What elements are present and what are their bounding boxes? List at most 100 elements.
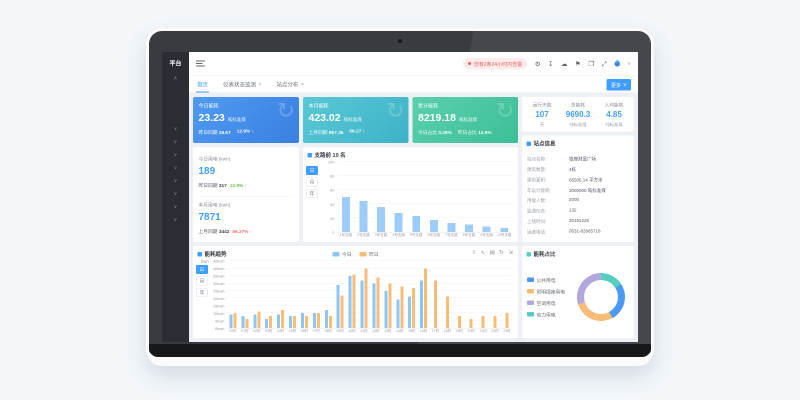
sidebar-item-4[interactable]: ∨: [173, 165, 178, 171]
sidebar-item-2[interactable]: ∨: [173, 139, 178, 145]
summary-stats-panel: 运行天数 107 天 总能耗 9690.3 吨标准煤 人均能耗 4.85 吨标准煤: [522, 97, 634, 132]
bar-8号支路: [465, 224, 473, 232]
x-label: 08时: [324, 329, 332, 334]
tab-2[interactable]: 仪表状态监测 ×: [222, 81, 262, 93]
x-label: 05时: [288, 329, 297, 334]
recycle-arrows-icon: ↻: [495, 98, 514, 123]
x-label: 09时: [336, 329, 344, 334]
branch-bars: [337, 162, 513, 232]
tab-3[interactable]: 站点分布 ×: [275, 81, 304, 93]
flag-icon[interactable]: ⚑: [574, 59, 581, 68]
download-icon[interactable]: ↧: [548, 59, 554, 68]
tab-close-icon[interactable]: ×: [300, 81, 304, 88]
bar-今日-00时: [229, 314, 233, 328]
tab-close-icon[interactable]: ×: [258, 81, 262, 88]
bar-chart-icon[interactable]: ▤: [489, 249, 495, 256]
sidebar-item-8[interactable]: ∨: [173, 217, 178, 223]
period-button-日[interactable]: 日: [196, 265, 208, 274]
line-chart-icon[interactable]: ∿: [480, 249, 486, 256]
period-button-日[interactable]: 日: [306, 166, 318, 175]
cloud-icon[interactable]: ☁: [560, 59, 568, 68]
legend-label: 照明插座用电: [536, 289, 566, 295]
bar-4号支路: [394, 213, 403, 232]
gridline: [227, 267, 513, 269]
site-info-value: 20191225: [569, 218, 590, 224]
right-column: 运行天数 107 天 总能耗 9690.3 吨标准煤 人均能耗 4.85 吨标准煤 站点信息 站…: [522, 97, 634, 338]
sidebar-item-1[interactable]: ∨: [173, 126, 178, 132]
gridline: [227, 275, 513, 276]
chevron-down-icon[interactable]: ∨: [627, 60, 631, 67]
period-button-月[interactable]: 月: [196, 276, 208, 286]
water-drop-logo-icon[interactable]: [613, 59, 621, 68]
stat-card-1[interactable]: 今日能耗 23.23 吨标准煤 昨日同期 26.67 12.9% ↓ ↻: [193, 97, 299, 143]
alert-dot-icon: [467, 62, 471, 65]
energy-trend-title-text: 能耗趋势: [204, 251, 227, 258]
gridline: [337, 189, 513, 190]
legend-swatch: [527, 289, 534, 294]
period-button-月[interactable]: 月: [306, 177, 318, 187]
donut-legend-item[interactable]: 空调用电: [527, 299, 577, 306]
donut-body: 公共用电照明插座用电空调用电动力用电: [522, 260, 634, 338]
x-label: 3号支路: [374, 233, 388, 238]
donut-legend-item[interactable]: 公共用电: [527, 276, 577, 283]
card-value: 23.23 吨标准煤: [199, 112, 294, 124]
header-icons: ⚙ ↧ ☁ ⚑ ❐ ⤢: [535, 60, 607, 67]
gear-icon[interactable]: ⚙: [534, 59, 541, 68]
stat-card-2[interactable]: 本月能耗 423.02 吨标准煤 上月同期 967.35 56.27 ↓ ↻: [303, 97, 409, 143]
bar-昨日-09时: [340, 295, 344, 328]
bar-昨日-19时: [457, 316, 461, 328]
legend-label: 今日: [341, 252, 352, 258]
x-label: 12时: [372, 329, 380, 334]
bar-昨日-23时: [505, 313, 509, 328]
legend-swatch: [332, 251, 340, 257]
bar-今日-04时: [277, 314, 281, 328]
sidebar-item-7[interactable]: ∨: [173, 204, 178, 210]
branch-bar-slot: [495, 162, 513, 232]
usage-value: 189: [198, 165, 216, 177]
donut-legend-item[interactable]: 照明插座用电: [527, 288, 577, 295]
sidebar-item-6[interactable]: ∨: [173, 191, 178, 197]
bar-昨日-20时: [469, 319, 473, 328]
bar-昨日-03时: [269, 316, 273, 328]
sidebar-item-5[interactable]: ∨: [173, 178, 178, 184]
tab-1[interactable]: 首页: [196, 81, 209, 93]
dashboard-content: 今日能耗 23.23 吨标准煤 昨日同期 26.67 12.9% ↓ ↻ 本月能耗 423.0…: [189, 93, 638, 342]
usage-subline: 昨日同期 217 12.9% ↓: [198, 182, 247, 189]
bar-昨日-06时: [304, 316, 308, 328]
legend-item-昨日[interactable]: 昨日: [359, 251, 379, 258]
legend-label: 昨日: [369, 252, 379, 258]
menu-toggle-icon[interactable]: [196, 60, 205, 67]
download-image-icon[interactable]: ⇩: [471, 249, 476, 256]
card-number: 8219.18: [418, 112, 456, 124]
y-tick: 20kwh: [212, 296, 225, 301]
stat-value: 107: [535, 110, 549, 120]
sidebar-collapse-icon[interactable]: ∧: [173, 75, 178, 82]
legend-swatch: [527, 312, 534, 317]
legend-item-今日[interactable]: 今日: [332, 251, 352, 258]
stat-label: 人均能耗: [604, 102, 624, 109]
app-main: 您有2条24小时内告警 ⚙ ↧ ☁ ⚑ ❐ ⤢ ∨ 首页 仪表状态监测 × 站点分布 × 更多 ∨: [189, 52, 638, 342]
y-tick: 0kwh: [215, 326, 225, 331]
site-info-value: 银座财富广场: [569, 156, 597, 162]
refresh-icon[interactable]: ↻: [499, 249, 504, 256]
gridline: [227, 290, 513, 291]
stat-card-3[interactable]: 累计能耗 8219.18 吨标准煤 今日占比 0.28% 昨日占比 12.9% ↻: [412, 97, 518, 143]
site-info-panel: 站点信息 站点名称: 银座财富广场 建筑数量: 4栋 建筑面积: 66505.14 平方米…: [522, 135, 634, 242]
more-button[interactable]: 更多 ∨: [606, 79, 631, 91]
y-tick: 10kwh: [212, 311, 225, 316]
sidebar-item-3[interactable]: ∨: [173, 152, 178, 158]
alert-banner[interactable]: 您有2条24小时内告警: [462, 57, 528, 70]
donut-legend-item[interactable]: 动力用电: [527, 311, 577, 318]
save-icon[interactable]: ⇲: [508, 249, 513, 256]
card-value: 8219.18 吨标准煤: [418, 112, 513, 124]
layers-icon[interactable]: ❐: [588, 59, 595, 68]
period-button-年[interactable]: 年: [196, 288, 208, 297]
webcam-icon: [398, 39, 402, 43]
branch-plot: [337, 161, 513, 233]
trend-period-buttons: 日月年: [196, 261, 208, 336]
usage-label: 本月用电 (kwh): [198, 202, 231, 208]
fullscreen-icon[interactable]: ⤢: [601, 59, 607, 68]
trend-bar-slot-14时: [394, 261, 406, 328]
period-button-年[interactable]: 年: [306, 189, 318, 198]
x-label: 4号支路: [392, 233, 405, 238]
